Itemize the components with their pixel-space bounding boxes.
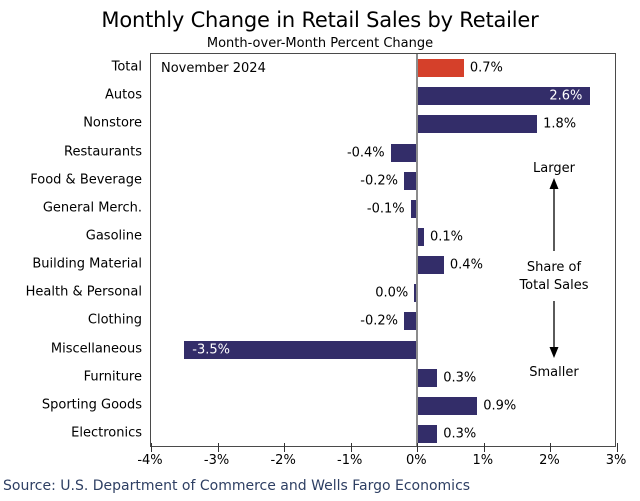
category-label: Food & Beverage: [30, 172, 142, 188]
bar-value-label: 0.1%: [429, 229, 463, 245]
bar: [390, 143, 418, 162]
category-label: Gasoline: [85, 228, 142, 244]
zero-axis-line: [416, 54, 419, 446]
bar-value-label: 0.7%: [469, 60, 503, 76]
x-tick-label: 2%: [539, 453, 560, 468]
bar-value-label: 0.3%: [443, 370, 477, 386]
bar-value-label: -0.2%: [360, 313, 398, 329]
category-label: Building Material: [32, 256, 142, 272]
x-tick: [550, 443, 552, 452]
category-label: Restaurants: [64, 144, 142, 159]
chart-subtitle: Month-over-Month Percent Change: [206, 36, 434, 51]
bar: [417, 396, 478, 415]
share-arrows-icon: [549, 178, 559, 358]
x-tick: [617, 443, 618, 452]
category-label: Autos: [105, 87, 142, 103]
bar-value-label: 1.8%: [543, 116, 577, 132]
category-label: General Merch.: [42, 200, 142, 216]
total-sales-label: Total Sales: [519, 278, 589, 293]
category-label: Health & Personal: [25, 284, 142, 300]
smaller-label: Smaller: [529, 365, 579, 380]
larger-label: Larger: [533, 161, 575, 176]
bar: [414, 284, 418, 303]
bar: [417, 424, 438, 443]
bar-value-label: 0.3%: [443, 426, 477, 442]
category-label: Miscellaneous: [50, 341, 142, 356]
category-label: Total: [111, 59, 142, 75]
x-tick-label: 0%: [405, 453, 427, 468]
bar-value-label: -3.5%: [192, 342, 230, 357]
bar-value-label: -0.1%: [366, 201, 405, 217]
category-label: Furniture: [83, 369, 142, 385]
x-tick: [483, 443, 485, 452]
bar: [417, 227, 424, 246]
bar: [417, 59, 464, 78]
x-tick-label: -1%: [337, 453, 363, 468]
x-tick-label: -3%: [203, 453, 230, 468]
x-tick-label: -2%: [270, 453, 296, 468]
bar: [417, 87, 591, 106]
bar-value-label: 2.6%: [549, 88, 583, 104]
category-label: Sporting Goods: [41, 397, 142, 413]
bar-value-label: 0.0%: [375, 285, 409, 301]
x-tick: [151, 443, 152, 452]
bar: [417, 368, 438, 387]
bar-value-label: 0.4%: [449, 257, 483, 273]
x-tick: [217, 443, 219, 452]
plot-area: November 2024 Larger Share of Total Sale…: [150, 53, 618, 452]
x-tick-label: -4%: [137, 453, 163, 468]
x-tick: [417, 443, 419, 452]
chart-title: Monthly Change in Retail Sales by Retail…: [101, 8, 539, 32]
bar-value-label: -0.2%: [360, 173, 398, 189]
source-note: Source: U.S. Department of Commerce and …: [3, 478, 471, 494]
bar: [410, 199, 418, 218]
bar: [184, 340, 418, 359]
bar: [417, 256, 444, 275]
bar-value-label: 0.9%: [483, 398, 517, 414]
category-label: Clothing: [87, 312, 142, 328]
share-of-label: Share of: [526, 260, 582, 275]
bar: [417, 115, 538, 134]
bar: [403, 312, 418, 331]
bar-value-label: -0.4%: [346, 145, 385, 160]
x-tick-label: 3%: [605, 453, 627, 468]
date-annotation: November 2024: [161, 61, 266, 76]
category-label: Electronics: [71, 425, 142, 441]
bar: [403, 171, 418, 190]
x-tick-label: 1%: [472, 453, 494, 468]
category-label: Nonstore: [83, 115, 142, 131]
x-tick: [350, 443, 352, 452]
x-tick: [284, 443, 286, 452]
